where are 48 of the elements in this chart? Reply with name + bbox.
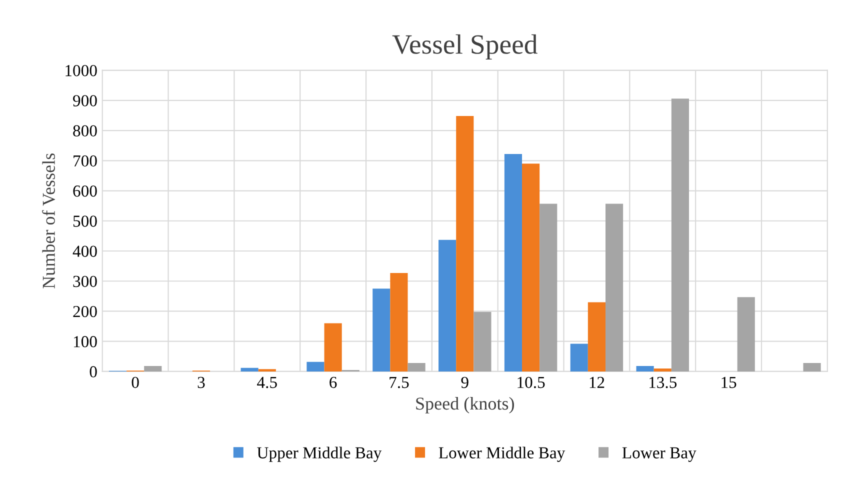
bar bbox=[671, 98, 689, 372]
y-tick-label: 200 bbox=[73, 306, 97, 318]
bar bbox=[456, 116, 474, 372]
bar bbox=[408, 363, 426, 372]
bar bbox=[372, 288, 390, 372]
x-tick-label: 3 bbox=[198, 376, 205, 388]
bar bbox=[588, 302, 606, 372]
bar bbox=[240, 368, 258, 372]
bar bbox=[636, 366, 654, 372]
x-tick-label: 6 bbox=[330, 376, 337, 388]
x-tick-label: 10.5 bbox=[518, 376, 545, 388]
chart-title: Vessel Speed bbox=[392, 34, 538, 60]
y-tick-label: 800 bbox=[73, 125, 97, 136]
legend-label: Lower Bay bbox=[622, 447, 696, 462]
x-tick-label: 7.5 bbox=[390, 376, 409, 388]
y-tick-label: 0 bbox=[90, 366, 97, 378]
bar bbox=[606, 204, 624, 372]
bar bbox=[522, 164, 540, 372]
x-tick-label: 4.5 bbox=[257, 376, 277, 388]
bar bbox=[390, 272, 408, 372]
bar bbox=[570, 344, 588, 372]
x-axis-title: Speed (knots) bbox=[416, 397, 514, 414]
x-tick-label: 0 bbox=[132, 376, 139, 388]
bar bbox=[504, 154, 522, 372]
bar bbox=[438, 240, 456, 372]
x-tick-label: 15 bbox=[722, 376, 736, 388]
bar bbox=[474, 312, 492, 372]
bar bbox=[803, 363, 821, 372]
y-tick-label: 400 bbox=[72, 246, 97, 257]
y-tick-label: 500 bbox=[73, 216, 97, 227]
bar bbox=[654, 368, 672, 372]
bar bbox=[540, 204, 558, 372]
legend-label: Upper Middle Bay bbox=[257, 446, 382, 462]
y-tick-label: 100 bbox=[74, 336, 97, 348]
y-axis-title: Number of Vessels bbox=[42, 154, 56, 288]
bar bbox=[324, 323, 342, 372]
x-tick-label: 12 bbox=[590, 376, 604, 388]
y-tick-label: 700 bbox=[74, 155, 97, 167]
y-tick-label: 600 bbox=[73, 185, 97, 197]
legend-label: Lower Middle Bay bbox=[438, 446, 566, 462]
bar bbox=[306, 362, 324, 372]
x-tick-label: 9 bbox=[461, 376, 468, 388]
y-tick-label: 300 bbox=[73, 276, 97, 288]
x-tick-label: 13.5 bbox=[650, 376, 677, 388]
bar bbox=[144, 366, 162, 372]
y-tick-label: 900 bbox=[73, 95, 97, 106]
y-tick-label: 1000 bbox=[66, 64, 97, 76]
bar bbox=[737, 297, 755, 372]
